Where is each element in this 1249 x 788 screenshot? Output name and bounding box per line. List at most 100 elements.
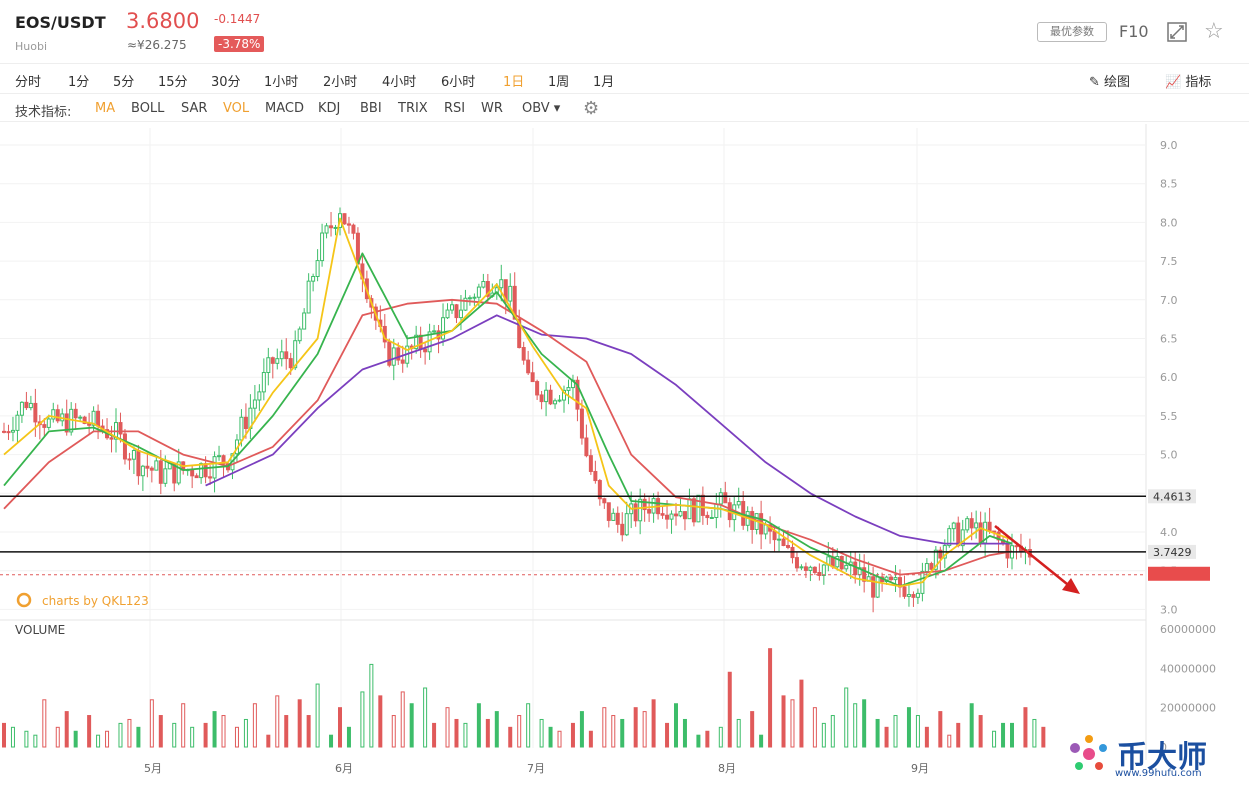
candle-body bbox=[499, 279, 504, 289]
candle-body bbox=[454, 304, 459, 319]
candle-body bbox=[1005, 542, 1010, 559]
volume-bar bbox=[2, 722, 6, 748]
tech-bbi[interactable]: BBI bbox=[360, 101, 382, 116]
candle-body bbox=[575, 379, 580, 410]
candle-body bbox=[91, 410, 96, 426]
grid-lines bbox=[0, 128, 1145, 748]
interval-3[interactable]: 15分 bbox=[158, 75, 188, 90]
candle-body bbox=[472, 296, 477, 299]
candle-body bbox=[597, 480, 602, 500]
star-icon[interactable]: ☆ bbox=[1204, 19, 1224, 44]
candle-body bbox=[817, 571, 822, 576]
candle-body bbox=[915, 592, 920, 598]
volume-tick-label: 60000000 bbox=[1160, 623, 1216, 636]
candle-body bbox=[239, 416, 244, 441]
fullscreen-icon[interactable] bbox=[1166, 21, 1188, 43]
tech-boll[interactable]: BOLL bbox=[131, 101, 165, 116]
ma30-line bbox=[205, 314, 1012, 545]
candle-body bbox=[208, 476, 213, 479]
volume-bar bbox=[557, 730, 562, 748]
candle-body bbox=[163, 468, 168, 484]
price-tick-label: 8.5 bbox=[1160, 178, 1178, 191]
interval-6[interactable]: 2小时 bbox=[323, 75, 358, 90]
candle-body bbox=[781, 538, 786, 547]
candle-body bbox=[82, 416, 87, 424]
volume-bar bbox=[696, 734, 701, 748]
candle-body bbox=[320, 232, 325, 262]
f10-button[interactable]: F10 bbox=[1119, 22, 1149, 41]
candle-body bbox=[951, 522, 956, 530]
candle-body bbox=[777, 538, 782, 541]
candle-body bbox=[33, 402, 38, 423]
volume-bar bbox=[369, 663, 374, 748]
volume-bar bbox=[768, 648, 773, 748]
interval-9[interactable]: 1日 bbox=[503, 75, 525, 90]
interval-10[interactable]: 1周 bbox=[548, 75, 570, 90]
volume-bar bbox=[158, 715, 163, 748]
candle-body bbox=[96, 410, 101, 427]
candle-body bbox=[579, 408, 584, 439]
kline-chart[interactable]: 9.08.58.07.57.06.56.05.55.04.54.03.53.06… bbox=[0, 124, 1249, 788]
candle-body bbox=[10, 429, 15, 433]
candle-body bbox=[584, 437, 589, 457]
volume-bar bbox=[64, 711, 69, 748]
candle-body bbox=[257, 391, 262, 401]
interval-11[interactable]: 1月 bbox=[593, 75, 615, 90]
interval-0[interactable]: 分时 bbox=[15, 75, 42, 90]
current-price-tag bbox=[1148, 566, 1210, 581]
volume-bar bbox=[149, 699, 154, 748]
tech-vol[interactable]: VOL bbox=[223, 101, 250, 116]
candle-body bbox=[297, 328, 302, 342]
candle-body bbox=[844, 564, 849, 570]
candle-body bbox=[508, 285, 513, 302]
candle-body bbox=[794, 557, 799, 569]
volume-bar bbox=[906, 707, 911, 748]
price-tick-label: 4.0 bbox=[1160, 526, 1178, 539]
tech-kdj[interactable]: KDJ bbox=[318, 101, 341, 116]
trend-arrow-head bbox=[1062, 578, 1080, 594]
tech-macd[interactable]: MACD bbox=[265, 101, 304, 116]
volume-bar bbox=[526, 703, 531, 748]
candle-body bbox=[221, 455, 226, 465]
candle-body bbox=[279, 351, 284, 360]
tech-rsi[interactable]: RSI bbox=[444, 101, 466, 116]
candle-body bbox=[902, 586, 907, 597]
interval-5[interactable]: 1小时 bbox=[264, 75, 299, 90]
interval-7[interactable]: 4小时 bbox=[382, 75, 417, 90]
volume-bar bbox=[1032, 718, 1037, 748]
tech-wr[interactable]: WR bbox=[481, 101, 503, 116]
interval-1[interactable]: 1分 bbox=[68, 75, 90, 90]
candle-body bbox=[691, 498, 696, 523]
candle-body bbox=[853, 561, 858, 576]
candle-body bbox=[678, 511, 683, 517]
tech-ma[interactable]: MA bbox=[95, 101, 116, 116]
volume-bar bbox=[24, 730, 29, 748]
candle-body bbox=[723, 492, 728, 504]
interval-8[interactable]: 6小时 bbox=[441, 75, 476, 90]
volume-bar bbox=[620, 718, 625, 748]
tech-sar[interactable]: SAR bbox=[181, 101, 208, 116]
tech-obv[interactable]: OBV ▾ bbox=[522, 101, 561, 116]
brand-url: www.99hufu.com bbox=[1115, 768, 1202, 779]
candle-body bbox=[176, 461, 181, 484]
interval-4[interactable]: 30分 bbox=[211, 75, 241, 90]
candle-body bbox=[660, 513, 665, 516]
price-tick-label: 8.0 bbox=[1160, 216, 1178, 229]
hline-label-bg-0 bbox=[1148, 489, 1196, 504]
volume-bar bbox=[508, 726, 513, 748]
tech-trix[interactable]: TRIX bbox=[398, 101, 428, 116]
indicator-button[interactable]: 📈 指标 bbox=[1165, 75, 1212, 90]
tech-settings-icon[interactable]: ⚙ bbox=[583, 98, 600, 119]
best-params-button[interactable]: 最优参数 bbox=[1037, 22, 1107, 42]
volume-bar bbox=[875, 718, 880, 748]
candle-body bbox=[2, 430, 6, 433]
draw-tool-button[interactable]: ✎ 绘图 bbox=[1089, 75, 1131, 90]
candle-body bbox=[696, 494, 701, 523]
x-tick-label: 9月 bbox=[911, 762, 929, 775]
candle-body bbox=[46, 418, 51, 428]
candle-body bbox=[28, 402, 33, 409]
interval-2[interactable]: 5分 bbox=[113, 75, 135, 90]
volume-bar bbox=[736, 718, 741, 748]
volume-bar bbox=[1023, 707, 1028, 748]
